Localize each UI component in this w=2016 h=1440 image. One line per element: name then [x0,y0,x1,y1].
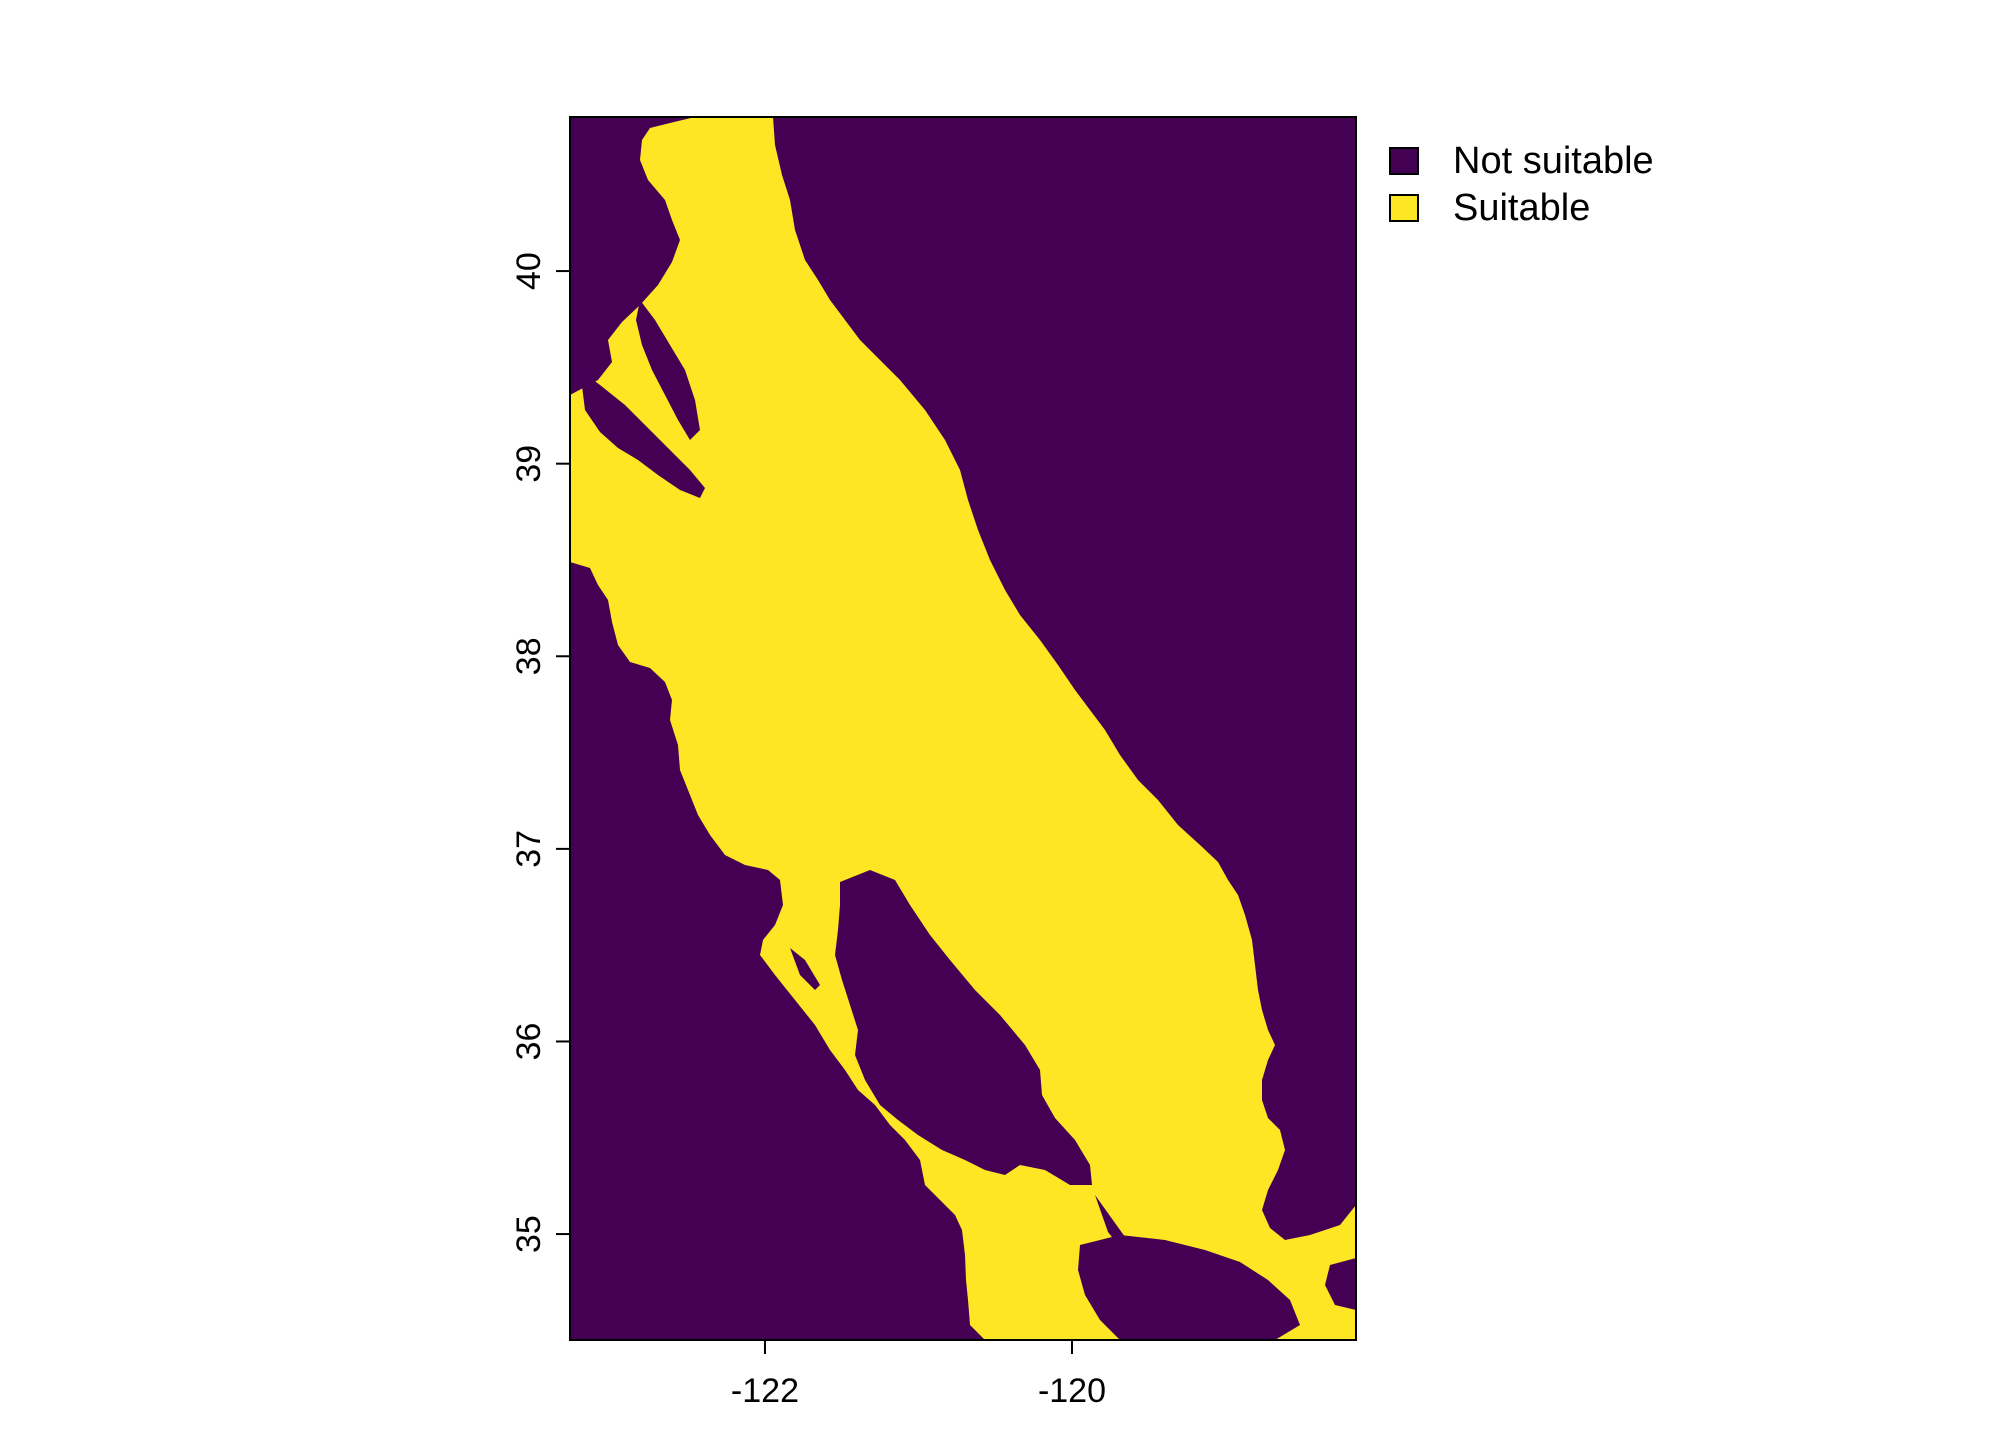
map-frame [569,116,1357,1341]
x-tick-label: -120 [1038,1372,1106,1410]
y-tick-label: 35 [510,1215,548,1253]
x-tick-label: -122 [731,1372,799,1410]
legend-swatch [1389,147,1419,175]
y-tick-label: 36 [510,1023,548,1061]
y-tick-label: 39 [510,445,548,483]
y-tick-label: 38 [510,637,548,675]
not-suitable-patch [1325,1258,1356,1310]
legend-label: Suitable [1453,187,1590,229]
suitable-region [570,117,1356,1340]
legend-swatch [1389,194,1419,222]
not-suitable-patch [636,300,700,440]
x-axis: -122 -120 [731,1340,1106,1410]
y-tick-label: 40 [510,252,548,290]
y-tick-label: 37 [510,830,548,868]
not-suitable-patch [835,870,1092,1185]
not-suitable-patch [1078,1235,1300,1340]
map-panel [569,116,1357,1341]
legend-label: Not suitable [1453,140,1654,182]
not-suitable-patch [580,370,705,498]
legend: Not suitable Suitable [1389,140,1654,229]
not-suitable-patch [790,948,820,990]
y-axis: 35 36 37 38 39 40 [510,252,570,1253]
